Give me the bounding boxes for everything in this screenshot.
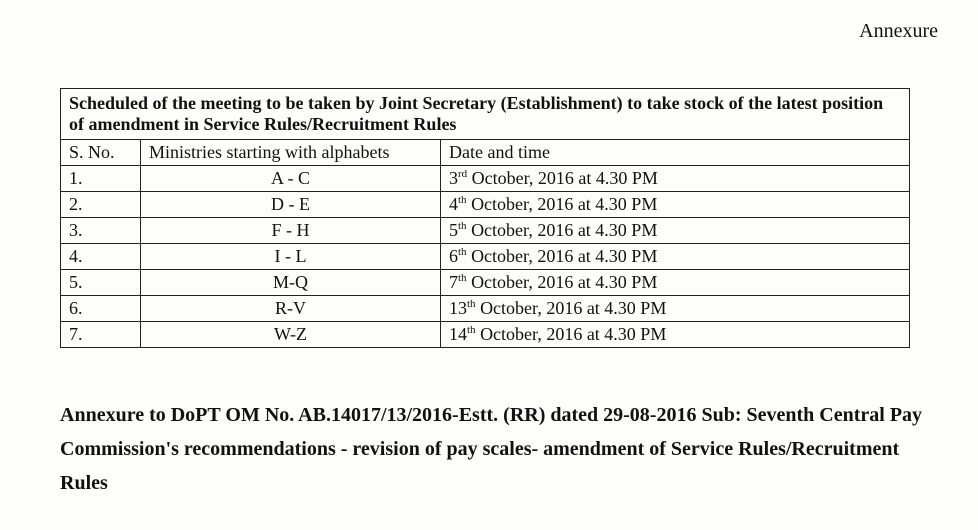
table-row: 6.R-V13th October, 2016 at 4.30 PM bbox=[61, 296, 910, 322]
table-row: 7.W-Z14th October, 2016 at 4.30 PM bbox=[61, 322, 910, 348]
cell-sno: 5. bbox=[61, 270, 141, 296]
annexure-label: Annexure bbox=[60, 20, 948, 43]
table-row: 5.M-Q7th October, 2016 at 4.30 PM bbox=[61, 270, 910, 296]
cell-ministries-range: D - E bbox=[141, 192, 441, 218]
cell-date-time: 5th October, 2016 at 4.30 PM bbox=[441, 218, 910, 244]
col-header-ministries: Ministries starting with alphabets bbox=[141, 140, 441, 166]
cell-ministries-range: F - H bbox=[141, 218, 441, 244]
cell-sno: 1. bbox=[61, 166, 141, 192]
table-row: 3.F - H5th October, 2016 at 4.30 PM bbox=[61, 218, 910, 244]
footer-note: Annexure to DoPT OM No. AB.14017/13/2016… bbox=[60, 398, 930, 500]
col-header-date: Date and time bbox=[441, 140, 910, 166]
cell-ministries-range: I - L bbox=[141, 244, 441, 270]
cell-sno: 6. bbox=[61, 296, 141, 322]
col-header-sno: S. No. bbox=[61, 140, 141, 166]
meeting-schedule-table: Scheduled of the meeting to be taken by … bbox=[60, 88, 910, 348]
cell-date-time: 14th October, 2016 at 4.30 PM bbox=[441, 322, 910, 348]
cell-date-time: 4th October, 2016 at 4.30 PM bbox=[441, 192, 910, 218]
table-header-row: S. No. Ministries starting with alphabet… bbox=[61, 140, 910, 166]
table-row: 4.I - L6th October, 2016 at 4.30 PM bbox=[61, 244, 910, 270]
cell-ministries-range: A - C bbox=[141, 166, 441, 192]
table-row: 2.D - E4th October, 2016 at 4.30 PM bbox=[61, 192, 910, 218]
cell-date-time: 13th October, 2016 at 4.30 PM bbox=[441, 296, 910, 322]
table-title-row: Scheduled of the meeting to be taken by … bbox=[61, 89, 910, 140]
cell-sno: 2. bbox=[61, 192, 141, 218]
table-row: 1.A - C3rd October, 2016 at 4.30 PM bbox=[61, 166, 910, 192]
cell-date-time: 6th October, 2016 at 4.30 PM bbox=[441, 244, 910, 270]
cell-sno: 3. bbox=[61, 218, 141, 244]
cell-date-time: 7th October, 2016 at 4.30 PM bbox=[441, 270, 910, 296]
cell-sno: 7. bbox=[61, 322, 141, 348]
cell-date-time: 3rd October, 2016 at 4.30 PM bbox=[441, 166, 910, 192]
cell-ministries-range: M-Q bbox=[141, 270, 441, 296]
cell-ministries-range: W-Z bbox=[141, 322, 441, 348]
cell-ministries-range: R-V bbox=[141, 296, 441, 322]
cell-sno: 4. bbox=[61, 244, 141, 270]
table-title: Scheduled of the meeting to be taken by … bbox=[61, 89, 910, 140]
